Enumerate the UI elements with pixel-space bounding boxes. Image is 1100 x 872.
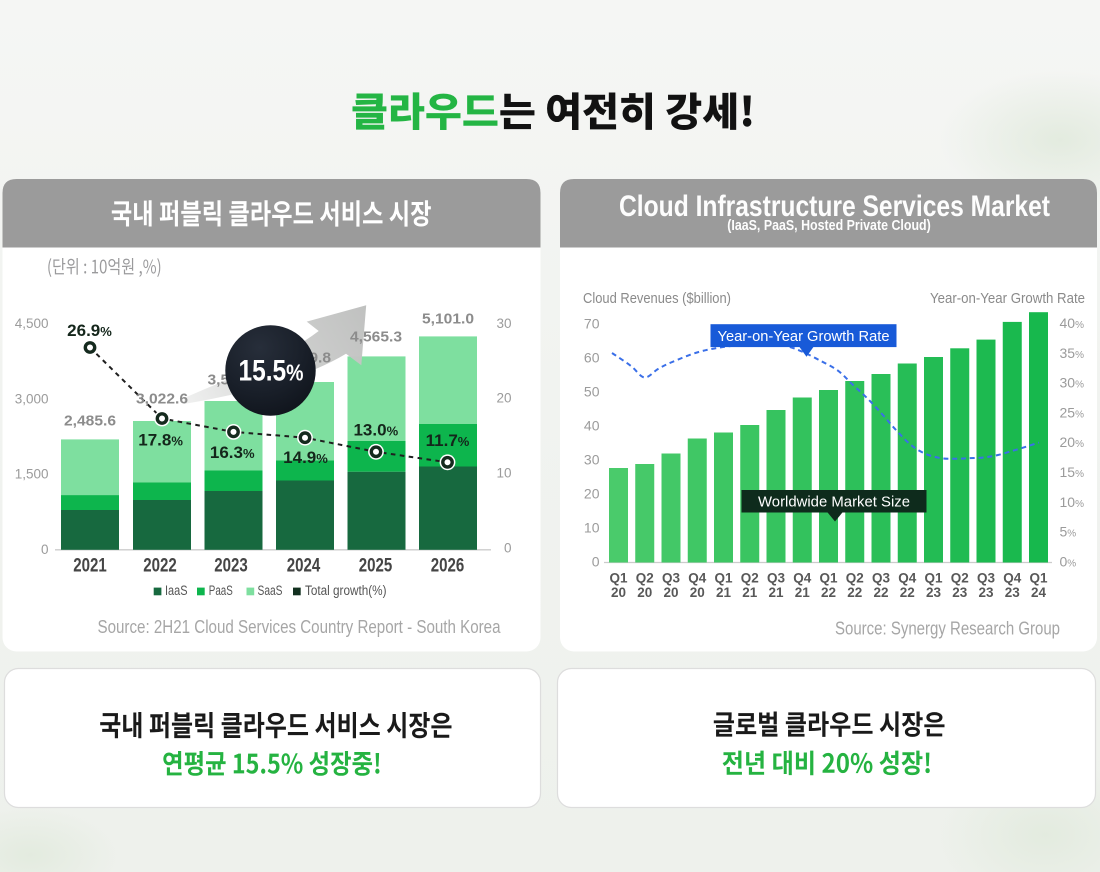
svg-text:20: 20: [496, 391, 511, 406]
svg-text:Cloud Infrastructure Services: Cloud Infrastructure Services Market: [619, 190, 1050, 223]
svg-text:Q1: Q1: [609, 570, 628, 585]
svg-text:22: 22: [873, 585, 888, 600]
svg-text:15.5%: 15.5%: [239, 355, 304, 388]
svg-text:4,565.3: 4,565.3: [350, 329, 402, 345]
svg-text:0: 0: [592, 554, 600, 570]
svg-text:21: 21: [768, 585, 784, 600]
svg-text:0: 0: [41, 542, 49, 557]
svg-text:Q1: Q1: [1029, 570, 1048, 585]
svg-text:3,000: 3,000: [15, 391, 49, 406]
svg-text:21: 21: [716, 585, 732, 600]
svg-text:23: 23: [952, 585, 968, 600]
svg-text:Q1: Q1: [714, 570, 733, 585]
svg-text:Q2: Q2: [636, 570, 654, 585]
svg-text:Q2: Q2: [951, 570, 969, 585]
svg-text:Q3: Q3: [977, 570, 996, 585]
svg-text:22: 22: [847, 585, 862, 600]
svg-text:0: 0: [504, 541, 512, 556]
svg-text:16.3%: 16.3%: [210, 443, 255, 462]
svg-text:22: 22: [821, 585, 836, 600]
svg-text:Q3: Q3: [767, 570, 786, 585]
svg-text:24: 24: [1031, 585, 1047, 600]
svg-text:Year-on-Year Growth Rate: Year-on-Year Growth Rate: [930, 291, 1085, 307]
svg-text:20: 20: [690, 585, 705, 600]
svg-text:Total growth(%): Total growth(%): [305, 583, 387, 598]
svg-text:20: 20: [637, 585, 652, 600]
svg-text:21: 21: [795, 585, 811, 600]
svg-text:Q3: Q3: [872, 570, 891, 585]
svg-text:Source: 2H21 Cloud Services Co: Source: 2H21 Cloud Services Country Repo…: [98, 617, 502, 637]
svg-text:2021: 2021: [73, 555, 107, 577]
svg-text:10: 10: [496, 466, 511, 481]
svg-text:Q4: Q4: [793, 570, 812, 585]
svg-text:2023: 2023: [214, 555, 248, 577]
svg-text:20: 20: [584, 486, 600, 502]
svg-text:10: 10: [584, 520, 600, 536]
svg-text:Q1: Q1: [819, 570, 838, 585]
svg-text:22: 22: [900, 585, 915, 600]
svg-text:5,101.0: 5,101.0: [422, 311, 474, 327]
svg-text:Q4: Q4: [688, 570, 707, 585]
svg-text:Cloud Revenues ($billion): Cloud Revenues ($billion): [583, 291, 731, 307]
svg-text:2025: 2025: [359, 555, 393, 577]
svg-text:20: 20: [663, 585, 678, 600]
svg-text:Q2: Q2: [846, 570, 864, 585]
svg-text:Q4: Q4: [898, 570, 917, 585]
svg-text:IaaS: IaaS: [165, 583, 188, 598]
svg-text:17.8%: 17.8%: [138, 430, 183, 449]
svg-text:20: 20: [611, 585, 626, 600]
svg-text:70: 70: [584, 316, 600, 332]
svg-text:SaaS: SaaS: [258, 583, 283, 598]
svg-text:3,022.6: 3,022.6: [136, 391, 188, 407]
svg-text:PaaS: PaaS: [209, 583, 233, 598]
svg-text:30: 30: [584, 452, 600, 468]
svg-text:Q3: Q3: [662, 570, 681, 585]
svg-text:Worldwide Market Size: Worldwide Market Size: [758, 493, 910, 510]
svg-text:50: 50: [584, 384, 600, 400]
svg-text:23: 23: [978, 585, 994, 600]
svg-text:2,485.6: 2,485.6: [64, 414, 116, 430]
svg-text:23: 23: [926, 585, 942, 600]
svg-text:2022: 2022: [143, 555, 177, 577]
svg-text:26.9%: 26.9%: [67, 321, 112, 340]
svg-text:4,500: 4,500: [15, 316, 49, 331]
svg-text:2024: 2024: [287, 555, 321, 577]
svg-text:13.0%: 13.0%: [353, 420, 398, 439]
svg-text:14.9%: 14.9%: [283, 448, 328, 467]
svg-text:21: 21: [742, 585, 758, 600]
svg-text:30: 30: [496, 316, 511, 331]
svg-text:1,500: 1,500: [15, 467, 49, 482]
svg-text:40: 40: [584, 418, 600, 434]
svg-text:Q2: Q2: [741, 570, 759, 585]
svg-text:Source: Synergy Research Group: Source: Synergy Research Group: [835, 619, 1060, 639]
svg-text:60: 60: [584, 350, 600, 366]
svg-text:(IaaS, PaaS, Hosted Private Cl: (IaaS, PaaS, Hosted Private Cloud): [727, 218, 931, 234]
svg-text:11.7%: 11.7%: [426, 431, 470, 450]
svg-text:Q1: Q1: [924, 570, 943, 585]
svg-text:2026: 2026: [431, 555, 465, 577]
svg-text:Year-on-Year Growth Rate: Year-on-Year Growth Rate: [718, 328, 890, 345]
svg-text:Q4: Q4: [1003, 570, 1022, 585]
svg-text:23: 23: [1005, 585, 1021, 600]
